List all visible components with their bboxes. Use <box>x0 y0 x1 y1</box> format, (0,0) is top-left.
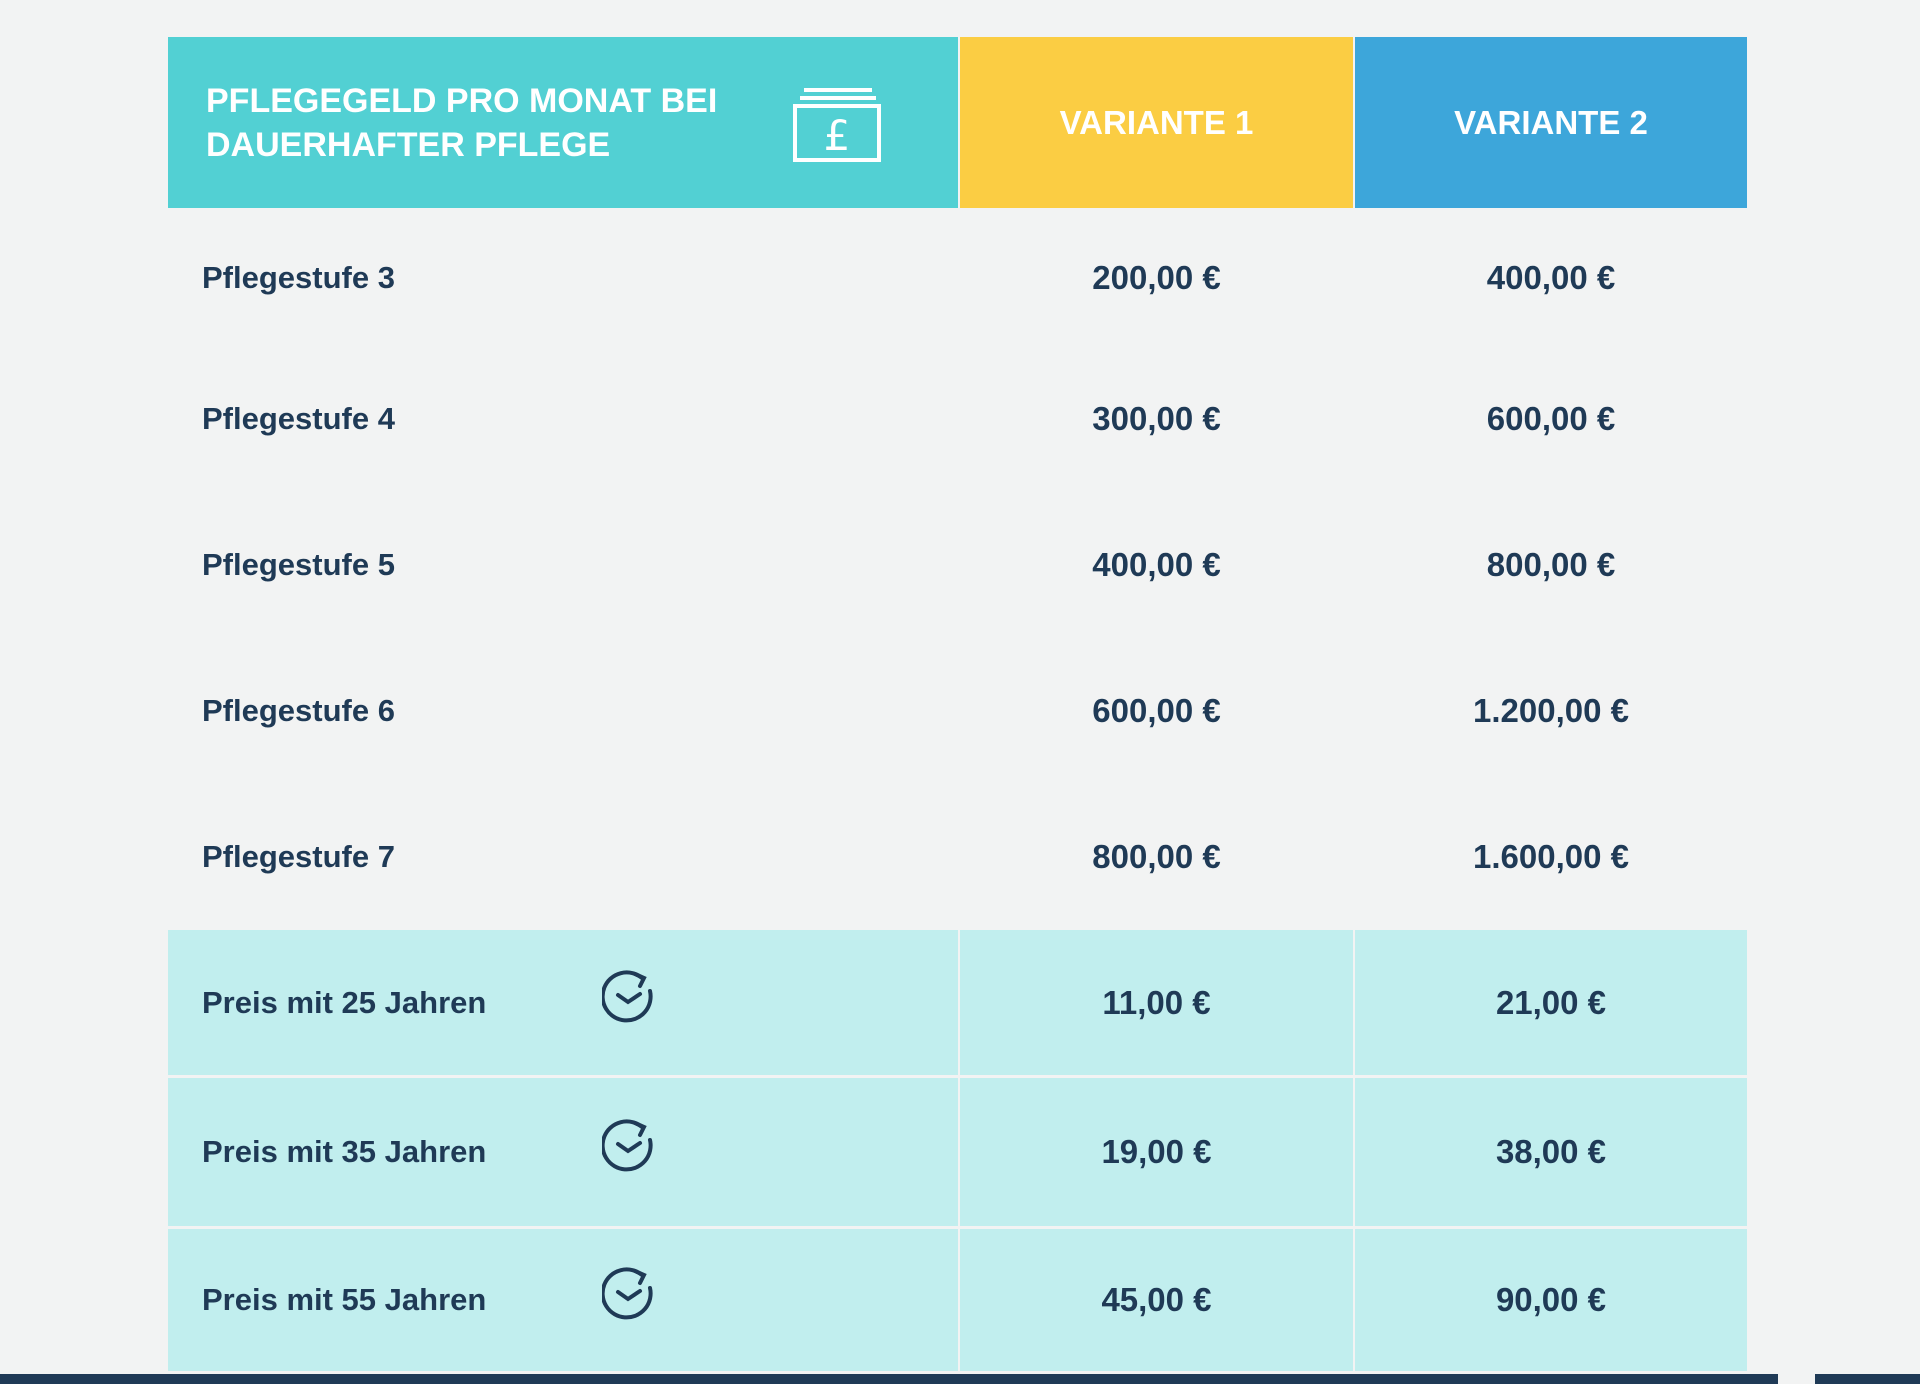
value-cell: 1.600,00 € <box>1355 786 1747 927</box>
value-cell: 800,00 € <box>960 786 1353 927</box>
value-cell: 800,00 € <box>1355 493 1747 636</box>
label-cell: Preis mit 55 Jahren <box>168 1229 958 1371</box>
header-variant1: VARIANTE 1 <box>960 37 1353 208</box>
value-cell: 38,00 € <box>1355 1078 1747 1226</box>
label-cell: Pflegestufe 4 <box>168 348 958 490</box>
value-cell: 600,00 € <box>1355 348 1747 490</box>
clock-icon <box>602 1267 653 1320</box>
label-cell: Pflegestufe 3 <box>168 210 958 345</box>
svg-text:£: £ <box>824 111 851 160</box>
value-cell: 11,00 € <box>960 930 1353 1075</box>
bottom-bar <box>0 1374 1778 1384</box>
value-cell: 45,00 € <box>960 1229 1353 1371</box>
money-icon: £ <box>793 88 881 162</box>
header-variant2: VARIANTE 2 <box>1355 37 1747 208</box>
clock-icon <box>602 969 653 1022</box>
label-cell: Preis mit 35 Jahren <box>168 1078 958 1226</box>
value-cell: 400,00 € <box>960 493 1353 636</box>
label-cell: Pflegestufe 7 <box>168 786 958 927</box>
header-title: DAUERHAFTER PFLEGE <box>206 125 611 164</box>
header-title: PFLEGEGELD PRO MONAT BEI <box>206 81 718 120</box>
value-cell: 300,00 € <box>960 348 1353 490</box>
clock-icon <box>602 1119 653 1172</box>
value-cell: 90,00 € <box>1355 1229 1747 1371</box>
label-cell: Preis mit 25 Jahren <box>168 930 958 1075</box>
value-cell: 1.200,00 € <box>1355 639 1747 783</box>
header-title-cell: PFLEGEGELD PRO MONAT BEI DAUERHAFTER PFL… <box>168 37 958 208</box>
value-cell: 200,00 € <box>960 210 1353 345</box>
bottom-bar <box>1815 1374 1920 1384</box>
value-cell: 600,00 € <box>960 639 1353 783</box>
value-cell: 400,00 € <box>1355 210 1747 345</box>
value-cell: 21,00 € <box>1355 930 1747 1075</box>
label-cell: Pflegestufe 6 <box>168 639 958 783</box>
value-cell: 19,00 € <box>960 1078 1353 1226</box>
label-cell: Pflegestufe 5 <box>168 493 958 636</box>
